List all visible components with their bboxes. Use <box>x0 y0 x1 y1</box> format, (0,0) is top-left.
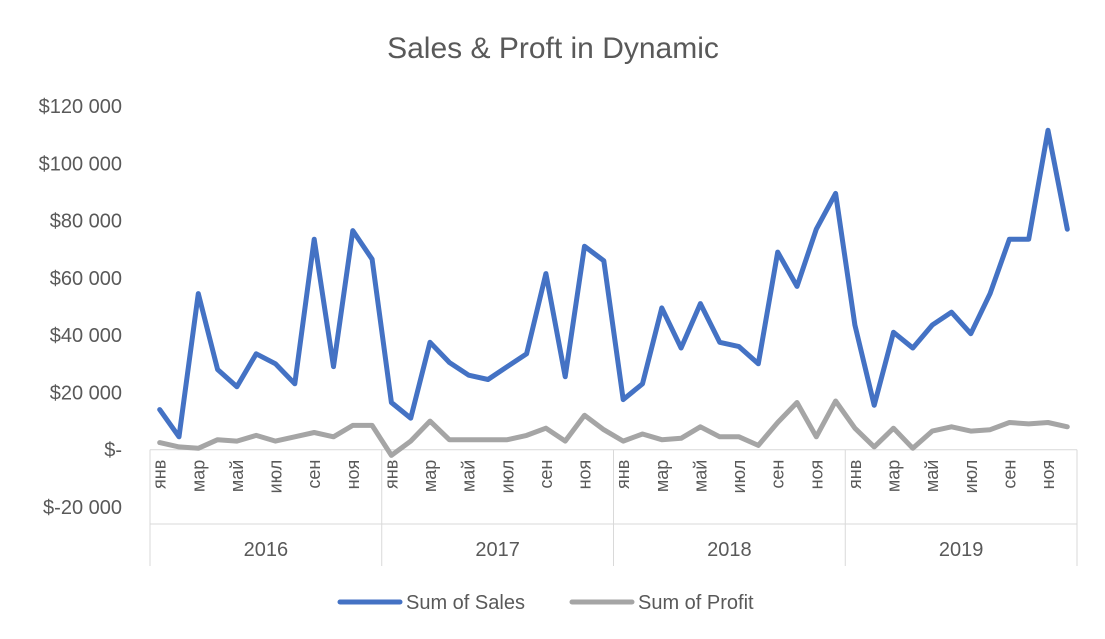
legend-label: Sum of Sales <box>406 592 525 614</box>
x-tick-label: янв <box>613 460 633 489</box>
x-tick-label: мар <box>884 460 904 492</box>
x-tick-label: ноя <box>575 460 595 490</box>
series-line-sum-of-sales <box>157 127 1070 440</box>
y-axis-ticks: $120 000 $100 000 $80 000 $60 000 $40 000 $20… <box>39 96 122 519</box>
year-label: 2018 <box>707 539 752 561</box>
y-tick-label: $20 000 <box>50 382 122 404</box>
x-tick-label: янв <box>150 460 170 489</box>
year-label: 2019 <box>939 539 984 561</box>
x-tick-label: мар <box>652 460 672 492</box>
legend-label: Sum of Profit <box>638 592 754 614</box>
x-tick-label: мар <box>188 460 208 492</box>
x-tick-label: ноя <box>806 460 826 490</box>
chart-title: Sales & Proft in Dynamic <box>387 32 719 65</box>
x-tick-label: май <box>690 460 710 492</box>
year-label: 2017 <box>475 539 520 561</box>
x-tick-label: ноя <box>343 460 363 490</box>
x-tick-label: янв <box>845 460 865 489</box>
x-tick-label: июл <box>266 460 286 494</box>
x-tick-label: мар <box>420 460 440 492</box>
x-tick-label: май <box>922 460 942 492</box>
x-tick-label: июл <box>497 460 517 494</box>
x-tick-label: май <box>227 460 247 492</box>
legend: Sum of Sales Sum of Profit <box>337 592 754 614</box>
y-tick-label: $120 000 <box>39 96 122 118</box>
y-tick-label: $40 000 <box>50 325 122 347</box>
y-tick-label: $-20 000 <box>43 497 122 519</box>
y-tick-label: $100 000 <box>39 153 122 175</box>
x-axis: янв мар май июл сен ноя янв мар май июл сен ноя янв м… <box>149 449 1078 566</box>
y-tick-label: $80 000 <box>50 211 122 233</box>
x-tick-label: июл <box>961 460 981 494</box>
x-tick-label: ноя <box>1038 460 1058 490</box>
x-tick-label: сен <box>536 460 556 489</box>
x-tick-label: янв <box>381 460 401 489</box>
year-label: 2016 <box>244 539 289 561</box>
series-line-sum-of-profit <box>157 398 1070 458</box>
x-tick-label: май <box>459 460 479 492</box>
x-tick-label: сен <box>768 460 788 489</box>
y-tick-label: $- <box>104 440 122 462</box>
y-tick-label: $60 000 <box>50 268 122 290</box>
x-tick-label: сен <box>304 460 324 489</box>
series-group <box>157 127 1070 458</box>
x-tick-label: июл <box>729 460 749 494</box>
x-tick-label: сен <box>999 460 1019 489</box>
